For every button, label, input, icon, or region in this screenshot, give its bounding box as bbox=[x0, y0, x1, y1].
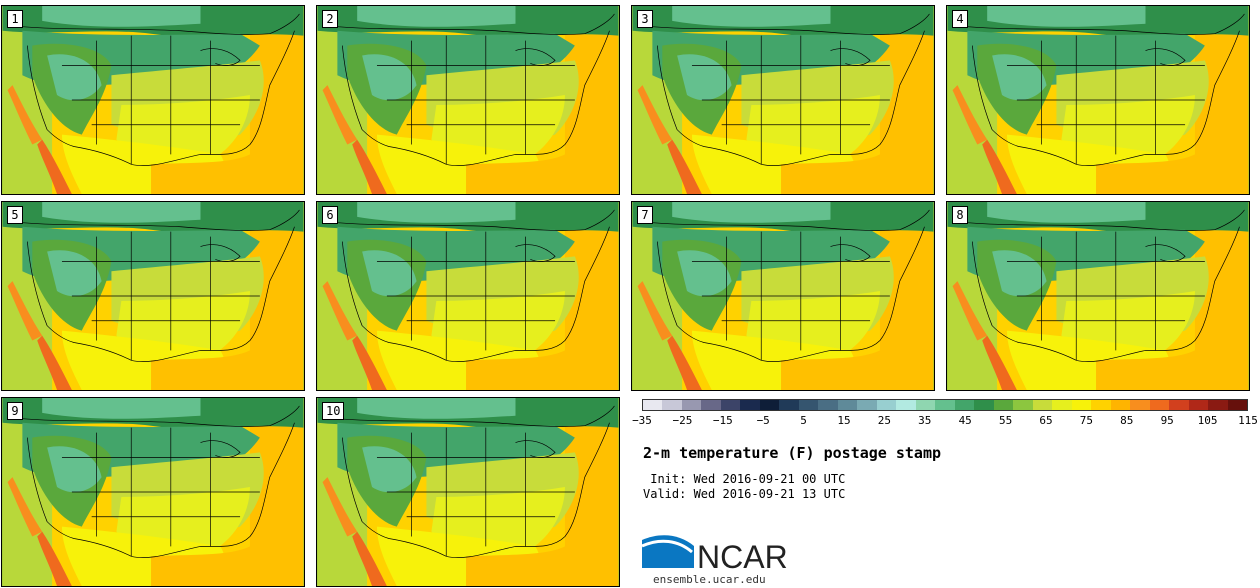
colorbar-swatch bbox=[935, 400, 955, 410]
colorbar-swatch bbox=[837, 400, 858, 410]
colorbar-swatch bbox=[857, 400, 877, 410]
colorbar-tick-label: −35 bbox=[632, 414, 652, 427]
member-label: 6 bbox=[322, 206, 338, 224]
init-time: Init: Wed 2016-09-21 00 UTC bbox=[643, 472, 846, 486]
member-map-9: 9 bbox=[1, 397, 305, 587]
colorbar-tick-label: 105 bbox=[1197, 414, 1218, 427]
colorbar-tick-label: 35 bbox=[918, 414, 932, 427]
colorbar-swatch bbox=[1130, 400, 1150, 410]
colorbar-tick-label: −5 bbox=[756, 414, 770, 427]
svg-text:NCAR: NCAR bbox=[697, 539, 788, 574]
colorbar-swatch bbox=[759, 400, 780, 410]
ncar-logo: NCAR bbox=[642, 535, 788, 574]
colorbar-swatch bbox=[1227, 400, 1248, 410]
colorbar-swatch bbox=[954, 400, 975, 410]
member-map-5: 5 bbox=[1, 201, 305, 391]
colorbar-swatch bbox=[896, 400, 916, 410]
member-label: 1 bbox=[7, 10, 23, 28]
member-map-8: 8 bbox=[946, 201, 1250, 391]
colorbar-swatch bbox=[974, 400, 994, 410]
temperature-map bbox=[317, 202, 619, 390]
temperature-map bbox=[317, 6, 619, 194]
plot-title: 2-m temperature (F) postage stamp bbox=[643, 444, 942, 462]
colorbar-swatch bbox=[662, 400, 682, 410]
logo-url: ensemble.ucar.edu bbox=[653, 573, 766, 586]
colorbar-tick-label: 5 bbox=[800, 414, 807, 427]
member-label: 10 bbox=[322, 402, 345, 420]
member-label: 5 bbox=[7, 206, 23, 224]
temperature-map bbox=[317, 398, 619, 586]
temperature-map bbox=[632, 202, 934, 390]
colorbar-tick-label: 15 bbox=[837, 414, 851, 427]
member-map-2: 2 bbox=[316, 5, 620, 195]
member-label: 3 bbox=[637, 10, 653, 28]
colorbar-tick-label: 75 bbox=[1079, 414, 1094, 427]
temperature-map bbox=[632, 6, 934, 194]
colorbar-swatch bbox=[1188, 400, 1209, 410]
colorbar-swatch bbox=[1110, 400, 1131, 410]
colorbar-swatch bbox=[779, 400, 799, 410]
colorbar-tick-label: 95 bbox=[1160, 414, 1174, 427]
member-label: 8 bbox=[952, 206, 968, 224]
temperature-colorbar bbox=[642, 399, 1248, 411]
colorbar-swatch bbox=[1071, 400, 1092, 410]
temperature-map bbox=[2, 202, 304, 390]
colorbar-swatch bbox=[1013, 400, 1033, 410]
colorbar-swatch bbox=[1052, 400, 1072, 410]
member-map-7: 7 bbox=[631, 201, 935, 391]
colorbar-tick-label: 85 bbox=[1120, 414, 1134, 427]
colorbar-swatch bbox=[720, 400, 741, 410]
member-map-10: 10 bbox=[316, 397, 620, 587]
colorbar-swatch bbox=[1032, 400, 1053, 410]
colorbar-swatch bbox=[643, 400, 663, 410]
colorbar-tick-label: −15 bbox=[712, 414, 733, 427]
colorbar-tick-label: −25 bbox=[672, 414, 693, 427]
colorbar-tick-label: 115 bbox=[1238, 414, 1258, 427]
colorbar-tick-labels: −35 −25 −15 −5 5 15 25 35 45 55 65 75 85 95 105 115 bbox=[632, 414, 1258, 430]
member-label: 7 bbox=[637, 206, 653, 224]
member-map-3: 3 bbox=[631, 5, 935, 195]
colorbar-swatch bbox=[1091, 400, 1111, 410]
colorbar-tick-label: 45 bbox=[958, 414, 972, 427]
temperature-map bbox=[947, 6, 1249, 194]
colorbar-swatch bbox=[701, 400, 721, 410]
colorbar-swatch bbox=[1208, 400, 1228, 410]
temperature-map bbox=[2, 6, 304, 194]
member-label: 4 bbox=[952, 10, 968, 28]
member-map-4: 4 bbox=[946, 5, 1250, 195]
colorbar-swatch bbox=[740, 400, 760, 410]
colorbar-swatch bbox=[681, 400, 702, 410]
colorbar-swatch bbox=[876, 400, 897, 410]
colorbar-swatch bbox=[1149, 400, 1170, 410]
colorbar-tick-label: 65 bbox=[1039, 414, 1053, 427]
colorbar-swatch bbox=[798, 400, 819, 410]
colorbar-swatch bbox=[993, 400, 1014, 410]
member-label: 9 bbox=[7, 402, 23, 420]
colorbar-tick-label: 25 bbox=[877, 414, 892, 427]
colorbar-swatch bbox=[915, 400, 936, 410]
valid-time: Valid: Wed 2016-09-21 13 UTC bbox=[643, 487, 846, 501]
member-map-6: 6 bbox=[316, 201, 620, 391]
temperature-map bbox=[947, 202, 1249, 390]
member-label: 2 bbox=[322, 10, 338, 28]
colorbar-tick-label: 55 bbox=[998, 414, 1013, 427]
colorbar-swatch bbox=[1169, 400, 1189, 410]
member-map-1: 1 bbox=[1, 5, 305, 195]
temperature-map bbox=[2, 398, 304, 586]
colorbar-swatch bbox=[818, 400, 838, 410]
